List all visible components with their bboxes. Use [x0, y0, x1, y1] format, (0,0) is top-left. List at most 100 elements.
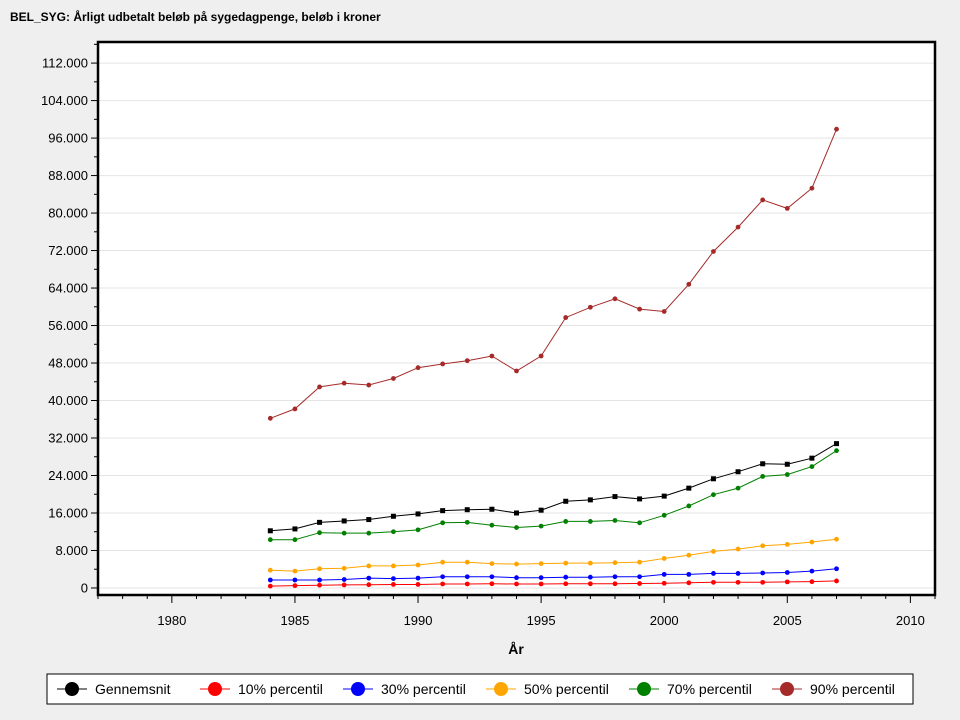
data-point-70-percentil: [563, 519, 569, 524]
data-point-50-percentil: [489, 561, 495, 567]
series-line-gennemsnit: [270, 443, 837, 532]
data-point-50-percentil: [711, 549, 716, 554]
data-point-gennemsnit: [686, 485, 692, 491]
data-point-70-percentil: [415, 527, 421, 533]
data-point-gennemsnit: [735, 469, 741, 475]
legend-label-gennemsnit: Gennemsnit: [95, 681, 171, 697]
data-point-10-percentil: [341, 582, 347, 588]
data-point-gennemsnit: [809, 455, 815, 461]
y-tick-label: 88.000: [48, 168, 88, 183]
data-point-70-percentil: [686, 503, 692, 509]
data-point-30-percentil: [415, 575, 421, 581]
data-point-70-percentil: [341, 530, 347, 536]
data-point-50-percentil: [391, 563, 396, 569]
data-point-90-percentil: [784, 205, 790, 211]
data-point-10-percentil: [563, 581, 569, 587]
series-line-70-percentil: [270, 450, 837, 541]
legend-label-50-percentil: 50% percentil: [524, 681, 609, 697]
data-point-70-percentil: [538, 523, 544, 529]
data-point-90-percentil: [440, 361, 446, 367]
data-point-50-percentil: [686, 552, 692, 558]
data-point-50-percentil: [661, 556, 667, 561]
y-tick-label: 40.000: [48, 393, 88, 408]
legend-marker-90-percentil: [780, 682, 794, 696]
legend: Gennemsnit 10% percentil 30% percentil 50% …: [57, 681, 895, 697]
x-tick-label: 1995: [527, 613, 556, 628]
legend-marker-30-percentil: [351, 682, 365, 696]
data-point-10-percentil: [440, 581, 446, 587]
legend-box: [46, 673, 914, 705]
data-point-30-percentil: [317, 577, 322, 583]
series-line-10-percentil: [270, 580, 837, 587]
data-point-gennemsnit: [563, 498, 569, 504]
data-point-gennemsnit: [637, 496, 643, 502]
data-point-90-percentil: [267, 415, 273, 421]
data-point-70-percentil: [489, 522, 495, 528]
x-tick-label: 2000: [650, 613, 679, 628]
data-point-10-percentil: [489, 581, 495, 587]
data-point-30-percentil: [514, 575, 519, 581]
legend-label-30-percentil: 30% percentil: [381, 681, 466, 697]
legend-label-10-percentil: 10% percentil: [238, 681, 323, 697]
data-point-90-percentil: [661, 309, 667, 314]
data-point-90-percentil: [834, 126, 839, 132]
data-point-90-percentil: [317, 384, 322, 390]
data-point-gennemsnit: [587, 497, 593, 503]
data-point-70-percentil: [612, 518, 618, 523]
legend-label-70-percentil: 70% percentil: [667, 681, 752, 697]
data-point-30-percentil: [267, 577, 273, 583]
data-point-90-percentil: [563, 315, 569, 320]
x-tick-label: 1990: [404, 613, 433, 628]
data-point-gennemsnit: [514, 510, 519, 516]
data-point-70-percentil: [834, 448, 839, 454]
data-point-10-percentil: [317, 582, 322, 588]
data-point-gennemsnit: [661, 493, 667, 499]
data-point-50-percentil: [809, 539, 815, 545]
data-point-10-percentil: [366, 582, 372, 588]
data-point-gennemsnit: [440, 508, 446, 514]
grid-layer: [98, 62, 935, 589]
data-point-50-percentil: [514, 561, 519, 567]
data-point-30-percentil: [661, 571, 667, 577]
x-tick-label: 2005: [773, 613, 802, 628]
y-tick-label: 104.000: [41, 93, 88, 108]
data-point-50-percentil: [735, 546, 741, 552]
data-point-10-percentil: [637, 581, 642, 586]
data-point-30-percentil: [686, 571, 692, 577]
y-tick-label: 16.000: [48, 505, 88, 520]
data-point-70-percentil: [637, 520, 642, 526]
data-point-50-percentil: [440, 559, 446, 565]
x-axis-label: År: [508, 641, 524, 657]
y-tick-label: 48.000: [48, 356, 88, 371]
y-tick-label: 0: [81, 580, 88, 595]
data-point-90-percentil: [391, 376, 396, 381]
data-point-90-percentil: [711, 249, 716, 254]
data-point-90-percentil: [760, 197, 766, 203]
legend-marker-50-percentil: [494, 682, 508, 696]
data-point-gennemsnit: [317, 519, 323, 525]
data-point-90-percentil: [489, 353, 495, 359]
x-tick-label: 2010: [896, 613, 925, 628]
y-tick-label: 32.000: [48, 431, 88, 446]
data-point-50-percentil: [317, 566, 322, 572]
data-point-30-percentil: [834, 566, 839, 572]
data-point-90-percentil: [514, 368, 519, 374]
data-point-70-percentil: [809, 464, 815, 469]
data-point-gennemsnit: [464, 507, 470, 513]
data-point-50-percentil: [784, 541, 790, 547]
data-point-50-percentil: [760, 543, 766, 549]
data-point-10-percentil: [809, 579, 815, 585]
axis-layer: 0 8.000 16.000 24.000 32.000 40.000 48.000 56.0…: [41, 43, 936, 628]
data-point-10-percentil: [735, 579, 741, 585]
data-point-70-percentil: [366, 530, 372, 536]
data-point-30-percentil: [538, 575, 544, 581]
data-point-30-percentil: [587, 574, 593, 580]
y-tick-label: 112.000: [42, 56, 88, 71]
data-point-50-percentil: [464, 559, 470, 565]
data-point-gennemsnit: [366, 517, 372, 523]
data-point-30-percentil: [612, 574, 618, 580]
data-point-50-percentil: [267, 567, 273, 573]
y-tick-label: 96.000: [48, 131, 88, 146]
y-tick-label: 72.000: [48, 243, 88, 258]
